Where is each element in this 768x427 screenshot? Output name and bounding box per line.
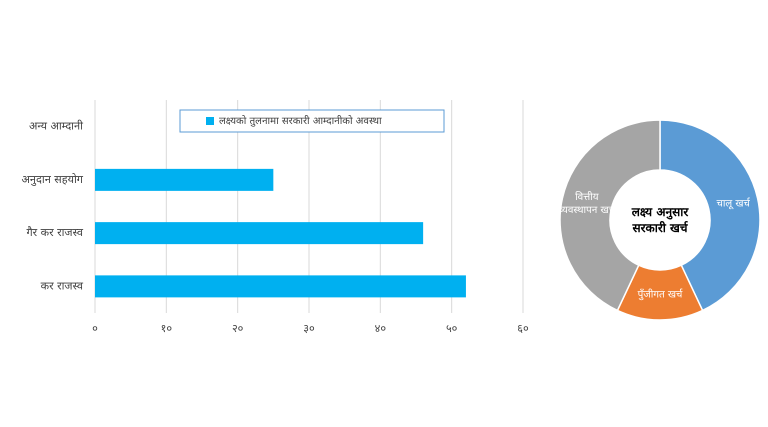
donut-slice	[559, 119, 661, 312]
slice-label: पुँजीगत खर्च	[637, 289, 683, 301]
x-tick-label: ३०	[303, 322, 315, 335]
donut-slice	[659, 119, 761, 312]
x-tick-label: ५०	[446, 322, 458, 335]
bar	[95, 275, 466, 298]
y-tick-label: अन्य आम्दानी	[29, 120, 83, 133]
legend-label: लक्ष्यको तुलनामा सरकारी आम्दानीको अवस्था	[219, 115, 382, 127]
center-label: लक्ष्य अनुसार	[631, 205, 689, 219]
x-tick-label: ६०	[517, 322, 529, 335]
x-tick-label: २०	[232, 322, 244, 335]
y-tick-label: अनुदान सहयोग	[22, 173, 84, 186]
slice-label: चालू खर्च	[716, 198, 750, 210]
y-tick-label: कर राजस्व	[41, 279, 84, 292]
slice-label: वित्तीय व्यवस्थापन खर्च	[558, 191, 615, 216]
x-tick-label: ४०	[375, 322, 387, 335]
x-tick-label: १०	[161, 322, 173, 335]
legend-box	[179, 109, 445, 133]
legend-swatch	[206, 117, 214, 125]
center-label: सरकारी खर्च	[632, 221, 688, 235]
x-tick-label: ०	[92, 322, 98, 335]
bar	[95, 222, 424, 245]
bar	[95, 168, 274, 191]
y-tick-label: गैर कर राजस्व	[26, 226, 83, 239]
